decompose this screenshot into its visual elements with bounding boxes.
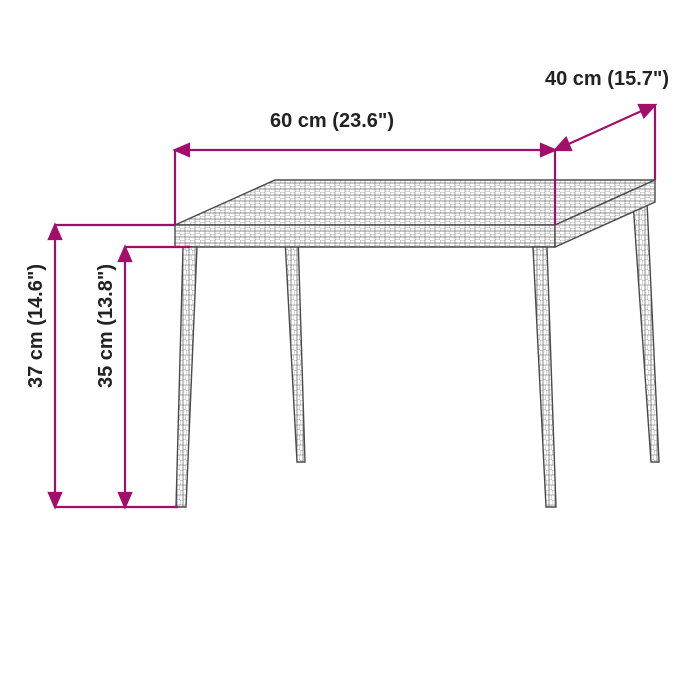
leg-front-left xyxy=(176,247,197,507)
dim-depth-cm: 40 cm xyxy=(545,68,602,90)
table-drawing xyxy=(175,180,659,507)
dim-h37-cm: 37 cm xyxy=(25,331,47,388)
dim-width-in: (23.6") xyxy=(332,110,394,132)
tabletop-side xyxy=(555,180,655,247)
dim-depth-in: (15.7") xyxy=(607,68,669,90)
leg-back-right xyxy=(633,202,659,462)
dim-h37-in: (14.6") xyxy=(25,264,47,326)
dim-width-label: 60 cm (23.6") xyxy=(270,110,394,133)
diagram-stage: 60 cm (23.6") 40 cm (15.7") 35 cm (13.8"… xyxy=(0,0,700,700)
leg-back-left xyxy=(283,202,305,462)
dim-h35-cm: 35 cm xyxy=(95,331,117,388)
dim-height-outer-label: 37 cm (14.6") xyxy=(25,264,48,388)
dim-depth-label: 40 cm (15.7") xyxy=(545,68,669,91)
tabletop-top xyxy=(175,180,655,225)
leg-front-right xyxy=(533,247,556,507)
dimension-lines xyxy=(49,105,655,507)
dim-height-inner-label: 35 cm (13.8") xyxy=(95,264,118,388)
dim-width-cm: 60 cm xyxy=(270,110,327,132)
tabletop-front xyxy=(175,225,555,247)
dim-h35-in: (13.8") xyxy=(95,264,117,326)
